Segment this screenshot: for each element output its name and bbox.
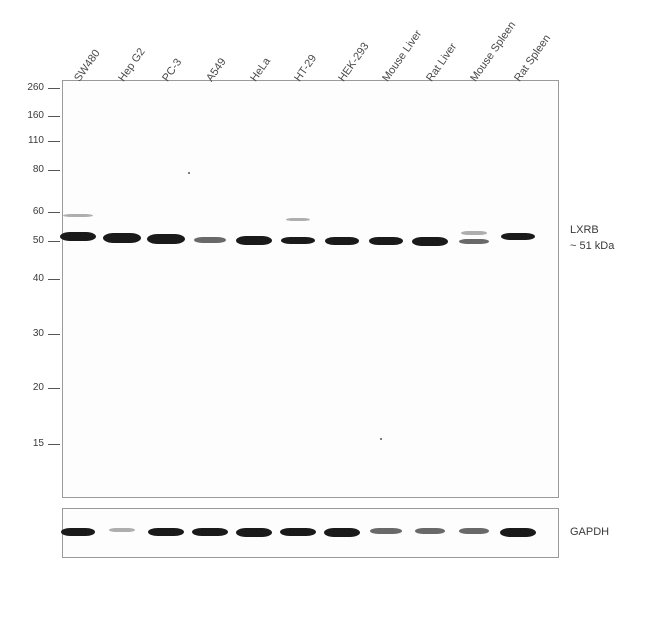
lane-label: HEK-293 (336, 41, 371, 84)
mw-marker-label: 30 (22, 328, 44, 339)
target-band (325, 237, 359, 245)
target-band (147, 234, 185, 244)
mw-marker-tick (48, 444, 60, 445)
mw-marker-label: 20 (22, 382, 44, 393)
mw-marker-tick (48, 388, 60, 389)
mw-marker-label: 110 (22, 135, 44, 146)
lane-label: Mouse Liver (380, 28, 424, 84)
lane-label: Mouse Spleen (468, 20, 518, 84)
loading-band (109, 528, 135, 532)
lane-label: Rat Liver (424, 41, 459, 84)
mw-marker-label: 60 (22, 206, 44, 217)
loading-band (370, 528, 402, 534)
target-protein-label: LXRB (570, 224, 599, 236)
target-band (103, 233, 141, 243)
artifact-speck (380, 438, 382, 440)
main-blot-panel (62, 80, 559, 498)
target-band (412, 237, 448, 246)
mw-marker-tick (48, 88, 60, 89)
target-band (60, 232, 96, 241)
loading-band (192, 528, 228, 536)
mw-marker-label: 260 (22, 82, 44, 93)
target-band (281, 237, 315, 244)
target-band (501, 233, 535, 240)
loading-band (459, 528, 489, 534)
target-size-label: ~ 51 kDa (570, 240, 614, 252)
loading-band (280, 528, 316, 536)
mw-marker-label: 40 (22, 273, 44, 284)
lane-label: Rat Spleen (512, 33, 553, 84)
mw-marker-tick (48, 212, 60, 213)
target-band-faint (286, 218, 310, 221)
target-band-upper (461, 231, 487, 235)
loading-band (324, 528, 360, 537)
lane-label: Hep G2 (116, 46, 148, 84)
loading-band (415, 528, 445, 534)
mw-marker-tick (48, 170, 60, 171)
mw-marker-tick (48, 334, 60, 335)
loading-control-label: GAPDH (570, 526, 609, 538)
blot-figure: LXRB ~ 51 kDa GAPDH SW480Hep G2PC-3A549H… (0, 0, 650, 634)
lane-label: SW480 (72, 48, 103, 84)
target-band (369, 237, 403, 245)
mw-marker-tick (48, 116, 60, 117)
mw-marker-label: 160 (22, 110, 44, 121)
target-band (194, 237, 226, 243)
mw-marker-label: 80 (22, 164, 44, 175)
loading-band (236, 528, 272, 537)
loading-band (500, 528, 536, 537)
loading-band (61, 528, 95, 536)
mw-marker-tick (48, 241, 60, 242)
mw-marker-tick (48, 141, 60, 142)
target-band (459, 239, 489, 244)
artifact-speck (188, 172, 190, 174)
mw-marker-label: 15 (22, 438, 44, 449)
mw-marker-tick (48, 279, 60, 280)
target-band-faint (63, 214, 93, 217)
target-band (236, 236, 272, 245)
loading-band (148, 528, 184, 536)
mw-marker-label: 50 (22, 235, 44, 246)
